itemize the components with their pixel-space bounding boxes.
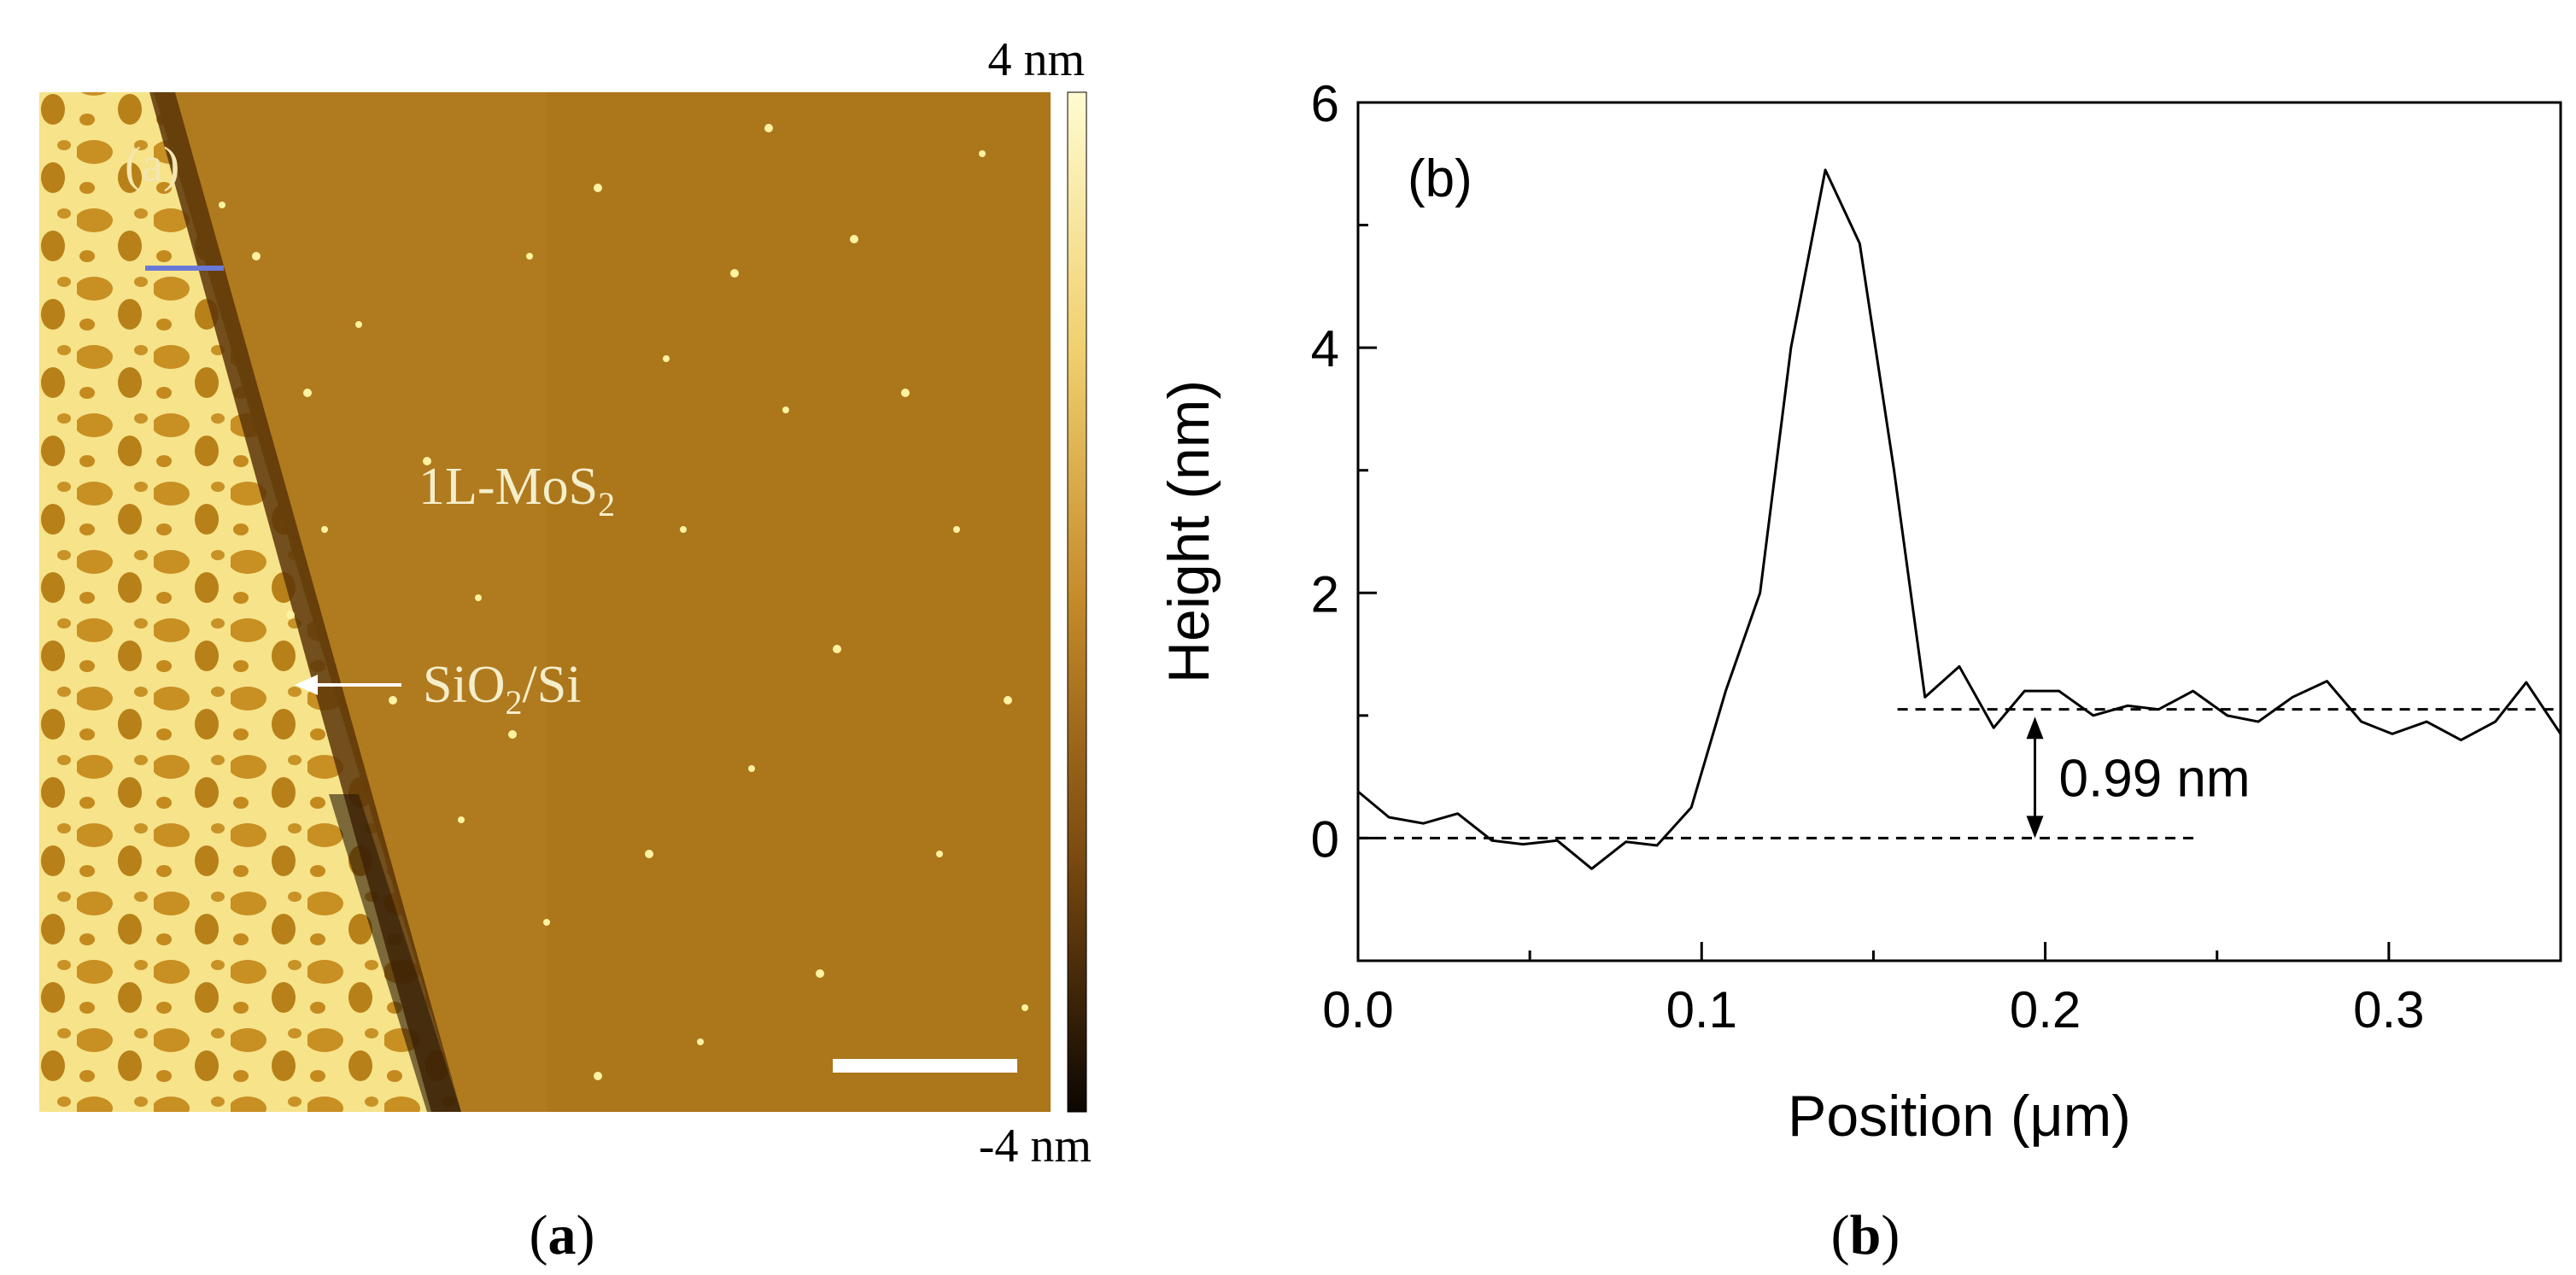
height-profile-chart: 0.0 0.1 0.2 0.3 0 2 4 6 0.99 nm (b) Position (μ… bbox=[1156, 75, 2562, 1266]
annotation-group: 0.99 nm bbox=[2026, 716, 2251, 839]
axis-ticks: 0.0 0.1 0.2 0.3 0 2 4 6 bbox=[1311, 75, 2425, 1038]
x-axis-label: Position (μm) bbox=[1788, 1084, 2131, 1149]
afm-image-svg: (a) 1L-MoS2 SiO2/Si 4 nm -4 nm (a) bbox=[39, 33, 1092, 1266]
colorbar bbox=[1067, 91, 1087, 1113]
afm-panel-label: (a) bbox=[125, 137, 179, 192]
colorbar-min-label: -4 nm bbox=[979, 1120, 1092, 1173]
x-tick-label: 0.0 bbox=[1322, 981, 1393, 1038]
chart-panel-label: (b) bbox=[1408, 149, 1472, 208]
plot-frame bbox=[1356, 101, 2562, 962]
height-profile-panel: 0.0 0.1 0.2 0.3 0 2 4 6 0.99 nm (b) Position (μ… bbox=[1127, 0, 2576, 1275]
y-tick-label: 4 bbox=[1311, 320, 1339, 377]
scale-bar bbox=[833, 1059, 1017, 1073]
afm-image-panel: (a) 1L-MoS2 SiO2/Si 4 nm -4 nm (a) bbox=[0, 0, 1127, 1275]
annotation-label: 0.99 nm bbox=[2059, 749, 2251, 808]
colorbar-max-label: 4 nm bbox=[987, 33, 1085, 86]
x-tick-label: 0.2 bbox=[2010, 981, 2081, 1038]
surface-particles bbox=[219, 124, 1028, 1080]
edge-arrowhead bbox=[295, 675, 318, 695]
annotation-arrowhead-down bbox=[2026, 816, 2044, 839]
flake-edge bbox=[149, 92, 461, 1112]
y-tick-label: 0 bbox=[1311, 810, 1339, 868]
caption-b: (b) bbox=[1831, 1204, 1900, 1266]
annotation-arrowhead-up bbox=[2026, 716, 2044, 740]
y-tick-label: 6 bbox=[1311, 75, 1339, 132]
sio2-si-label: SiO2/Si bbox=[423, 656, 581, 722]
y-tick-label: 2 bbox=[1311, 565, 1339, 623]
height-profile-line bbox=[1357, 168, 2562, 870]
caption-a: (a) bbox=[530, 1204, 595, 1266]
x-tick-label: 0.1 bbox=[1666, 981, 1737, 1038]
x-tick-label: 0.3 bbox=[2353, 981, 2424, 1038]
mos2-label: 1L-MoS2 bbox=[419, 458, 615, 523]
y-axis-label: Height (nm) bbox=[1156, 380, 1221, 683]
series-group bbox=[1357, 168, 2562, 870]
